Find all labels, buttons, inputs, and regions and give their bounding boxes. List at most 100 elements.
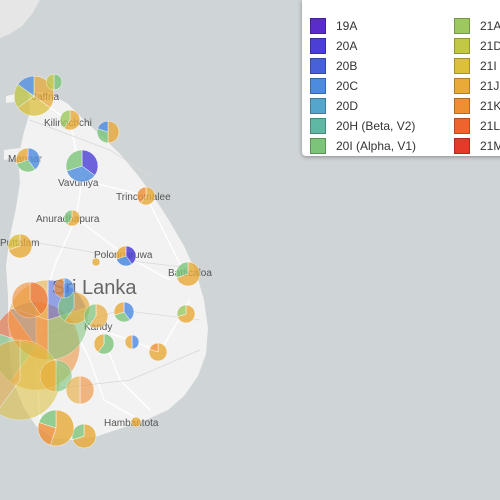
pie-marker[interactable]	[175, 261, 201, 287]
pie-marker[interactable]	[124, 334, 140, 350]
legend-label: 21K	[480, 99, 500, 113]
pie-slice	[88, 303, 109, 329]
pie-slice	[8, 233, 33, 259]
legend-item-20h[interactable]: 20H (Beta, V2)	[310, 116, 415, 136]
pie-slice	[136, 186, 147, 204]
legend-item-20b[interactable]: 20B	[310, 56, 357, 76]
legend-item-21a[interactable]: 21A	[454, 16, 500, 36]
pie-slice	[66, 165, 96, 183]
pie-marker[interactable]	[148, 342, 168, 362]
pie-slice	[71, 423, 85, 441]
legend-label: 20A	[336, 39, 358, 53]
pie-slice	[15, 147, 29, 165]
legend-swatch	[454, 138, 470, 154]
pie-slice	[72, 423, 97, 449]
pie-marker[interactable]	[15, 147, 41, 173]
pie-marker[interactable]	[176, 304, 196, 324]
pie-marker[interactable]	[65, 149, 99, 183]
legend-label: 19A	[336, 19, 358, 33]
pie-marker[interactable]	[53, 277, 75, 299]
pie-slice	[17, 95, 51, 117]
legend-item-20d[interactable]: 20D	[310, 96, 358, 116]
pie-slice	[17, 75, 35, 97]
pie-marker[interactable]	[115, 245, 137, 267]
legend-item-21d[interactable]: 21D	[454, 36, 500, 56]
pie-slice	[107, 120, 120, 144]
legend-label: 20C	[336, 79, 359, 93]
legend-item-21k[interactable]: 21K	[454, 96, 500, 116]
pie-slice	[65, 149, 83, 172]
pie-marker[interactable]	[136, 186, 156, 206]
legend-swatch	[454, 58, 470, 74]
pie-slice	[7, 233, 21, 251]
legend-label: 21A	[480, 19, 500, 33]
pie-marker[interactable]	[91, 257, 101, 267]
pie-marker[interactable]	[63, 209, 81, 227]
legend-label: 21J	[480, 79, 500, 93]
pie-slice	[65, 375, 81, 405]
pie-slice	[53, 277, 65, 299]
legend-swatch	[310, 138, 326, 154]
legend-item-20a[interactable]: 20A	[310, 36, 357, 56]
legend-swatch	[310, 58, 326, 74]
legend-swatch	[454, 78, 470, 94]
pie-marker[interactable]	[93, 333, 115, 355]
pie-markers	[0, 73, 201, 449]
legend-swatch	[310, 38, 326, 54]
pie-marker[interactable]	[0, 339, 61, 421]
pie-slice	[115, 245, 127, 260]
pie-slice	[63, 277, 75, 299]
legend-swatch	[310, 18, 326, 34]
legend-label: 20H (Beta, V2)	[336, 119, 416, 133]
pie-marker[interactable]	[83, 303, 109, 329]
pie-marker[interactable]	[59, 109, 81, 131]
pie-slice	[63, 109, 81, 131]
pie-slice	[59, 109, 71, 129]
pie-slice	[83, 303, 97, 327]
pie-slice	[124, 334, 133, 350]
legend-item-20c[interactable]: 20C	[310, 76, 358, 96]
pie-marker[interactable]	[37, 409, 75, 447]
pie-marker[interactable]	[45, 73, 63, 91]
legend-item-20i[interactable]: 20I (Alpha, V1)	[310, 136, 416, 156]
india-landmass	[0, 0, 40, 38]
pie-slice	[176, 304, 187, 318]
pie-slice	[29, 281, 49, 315]
pie-slice	[131, 334, 140, 350]
mannar-island	[4, 148, 20, 160]
pie-marker[interactable]	[71, 423, 97, 449]
pie-slice	[175, 261, 189, 279]
legend-swatch	[310, 98, 326, 114]
pie-slice	[97, 333, 115, 355]
legend-item-21i[interactable]: 21I	[454, 56, 497, 76]
pie-slice	[125, 245, 137, 265]
legend-swatch	[454, 98, 470, 114]
pie-marker[interactable]	[96, 120, 120, 144]
pie-slice	[79, 375, 95, 405]
pie-slice	[93, 333, 105, 353]
legend-label: 21L	[480, 119, 500, 133]
legend-item-21m[interactable]: 21M	[454, 136, 500, 156]
pie-marker[interactable]	[13, 75, 55, 117]
pie-slice	[149, 342, 159, 353]
pie-slice	[63, 209, 73, 225]
pie-slice	[123, 301, 135, 321]
pie-slice	[39, 359, 57, 393]
pie-slice	[97, 120, 109, 133]
pie-marker[interactable]	[7, 233, 33, 259]
legend-item-19a[interactable]: 19A	[310, 16, 357, 36]
pie-slice	[38, 409, 57, 429]
legend-label: 21I	[480, 59, 497, 73]
pie-marker[interactable]	[11, 281, 49, 319]
pie-marker[interactable]	[113, 301, 135, 323]
pie-marker[interactable]	[65, 375, 95, 405]
legend-label: 20I (Alpha, V1)	[336, 139, 417, 153]
legend-item-21l[interactable]: 21L	[454, 116, 500, 136]
pie-slice	[140, 186, 156, 206]
legend-item-21j[interactable]: 21J	[454, 76, 499, 96]
pie-marker[interactable]	[130, 416, 142, 428]
delft-island	[6, 94, 16, 103]
legend: 19A 20A 20B 20C 20D 20H (Beta, V2) 20I (…	[302, 0, 500, 156]
pie-slice	[45, 73, 55, 91]
